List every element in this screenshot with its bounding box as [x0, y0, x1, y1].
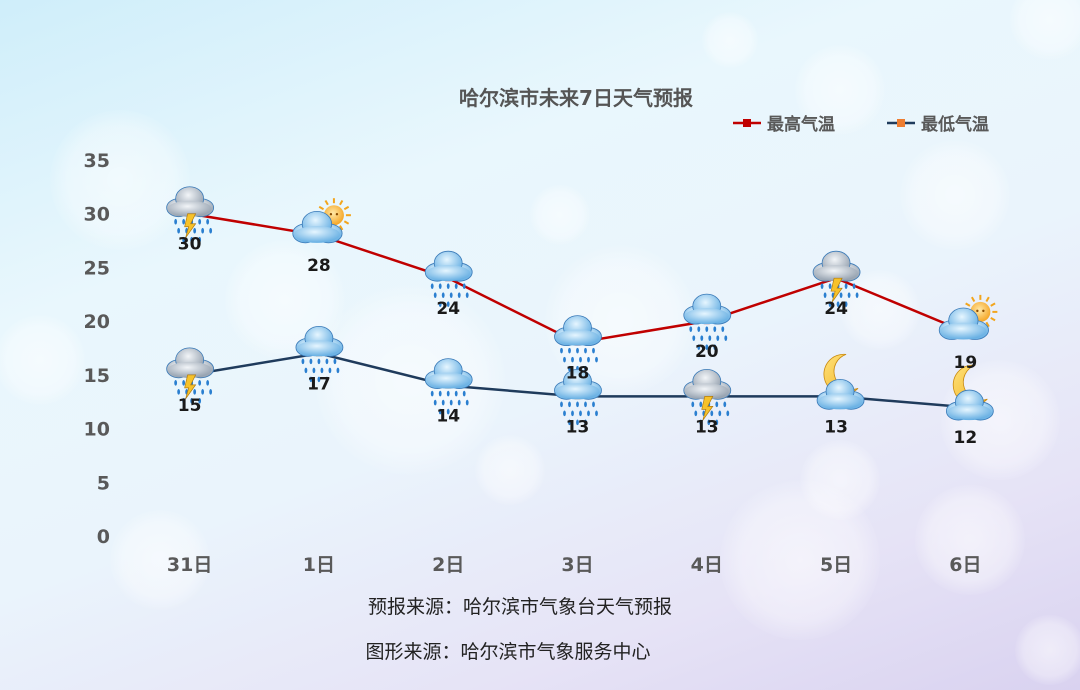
legend-item-max: 最高气温 — [733, 114, 835, 135]
y-axis: 0 5 10 15 20 25 30 35 — [84, 150, 110, 548]
rain-icon — [554, 315, 602, 372]
rain-icon — [424, 358, 473, 415]
partly-cloudy-sun-icon — [292, 198, 351, 244]
x-axis: 31日 1日 2日 3日 4日 5日 6日 — [167, 554, 982, 576]
max-temp-label: 24 — [436, 299, 460, 319]
rain-icon — [295, 325, 344, 383]
thunderstorm-icon — [812, 250, 861, 307]
min-temp-label: 17 — [307, 374, 331, 394]
legend-max-label: 最高气温 — [767, 114, 835, 135]
max-temp-label: 28 — [307, 256, 331, 276]
max-temp-label: 30 — [178, 235, 202, 255]
legend-min-label: 最低气温 — [921, 114, 989, 135]
x-tick-label: 5日 — [820, 554, 852, 576]
thunderstorm-icon — [166, 347, 215, 404]
max-temp-label: 18 — [566, 364, 590, 384]
y-tick-label: 25 — [84, 257, 110, 279]
x-tick-label: 3日 — [561, 554, 593, 576]
y-tick-label: 30 — [84, 204, 110, 226]
y-tick-label: 35 — [84, 150, 110, 172]
x-tick-label: 2日 — [432, 554, 464, 576]
legend-item-min: 最低气温 — [887, 114, 989, 135]
legend-min-marker — [897, 119, 905, 127]
max-temp-label: 19 — [954, 353, 978, 373]
y-tick-label: 0 — [97, 526, 110, 548]
min-temp-label: 13 — [566, 417, 590, 437]
min-temp-label: 12 — [954, 428, 978, 448]
y-tick-label: 20 — [84, 311, 110, 333]
min-temp-label: 13 — [695, 417, 719, 437]
x-tick-label: 4日 — [691, 554, 723, 576]
graphic-source: 图形来源：哈尔滨市气象服务中心 — [365, 641, 650, 663]
rain-icon — [683, 293, 732, 350]
legend: 最高气温 最低气温 — [733, 114, 989, 135]
partly-cloudy-sun-icon — [938, 294, 998, 340]
cloudy-moon-icon — [945, 364, 994, 421]
min-temp-label: 15 — [178, 396, 202, 416]
y-tick-label: 15 — [84, 365, 110, 387]
data-labels: 30 28 24 18 20 24 19 15 17 14 13 13 13 12 — [178, 235, 977, 448]
min-temp-label: 13 — [824, 417, 848, 437]
thunderstorm-icon — [166, 186, 215, 243]
cloudy-moon-icon — [816, 353, 865, 410]
weather-icons — [166, 186, 998, 426]
x-tick-label: 1日 — [303, 554, 335, 576]
max-temp-label: 24 — [824, 299, 848, 319]
x-tick-label: 6日 — [949, 554, 981, 576]
y-tick-label: 5 — [97, 472, 110, 494]
legend-max-marker — [743, 119, 751, 127]
forecast-source: 预报来源：哈尔滨市气象台天气预报 — [368, 596, 672, 618]
chart-title: 哈尔滨市未来7日天气预报 — [459, 86, 693, 110]
rain-icon — [554, 368, 602, 426]
rain-icon — [424, 250, 473, 307]
x-tick-label: 31日 — [167, 554, 212, 576]
y-tick-label: 10 — [84, 419, 110, 441]
thunderstorm-icon — [683, 368, 732, 426]
max-temp-label: 20 — [695, 342, 719, 362]
min-temp-label: 14 — [436, 407, 460, 427]
